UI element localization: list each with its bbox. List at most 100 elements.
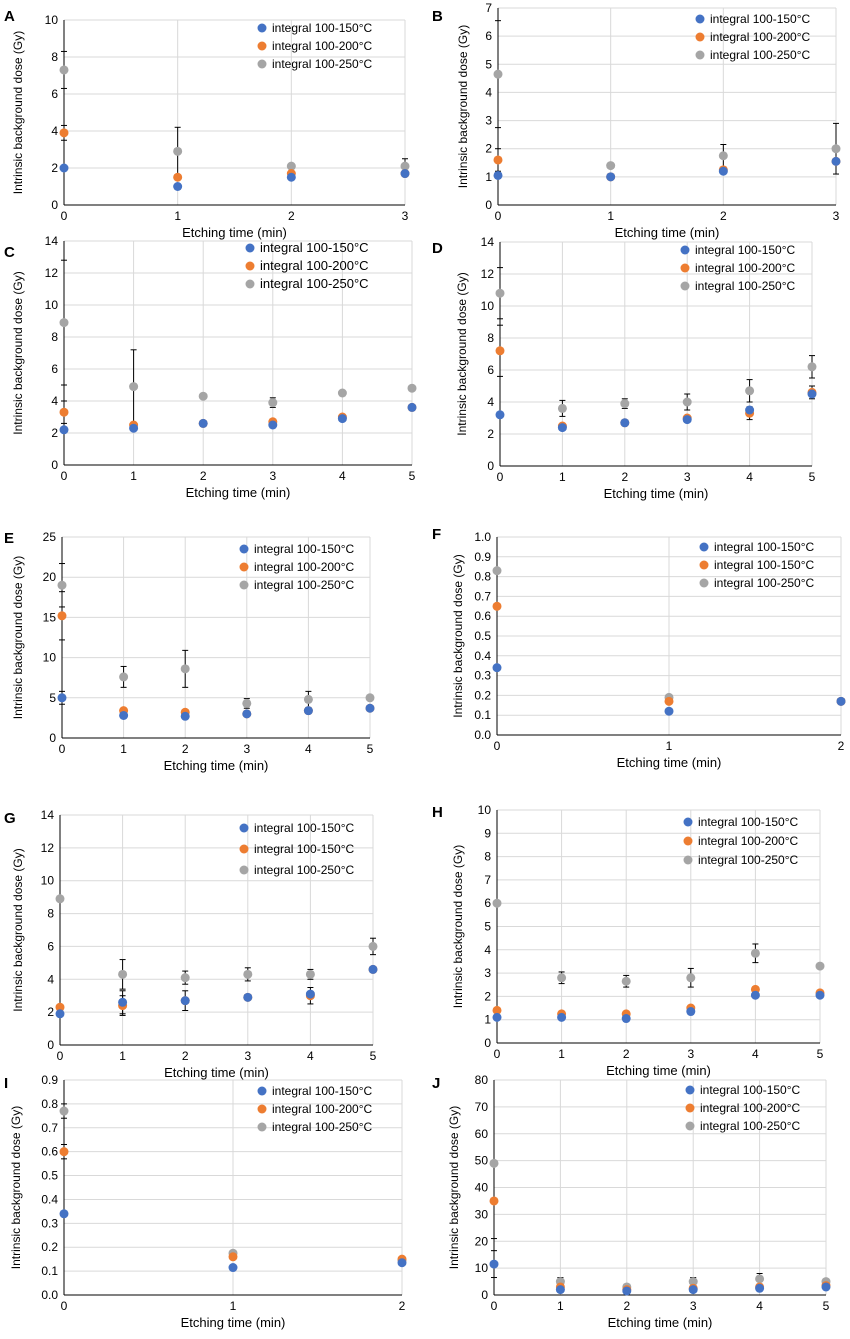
y-axis-title: Intrinsic background dose (Gy) — [11, 556, 25, 719]
panel-label: E — [4, 530, 14, 547]
y-tick-label: 0.7 — [41, 1121, 58, 1135]
data-point-series-3 — [129, 382, 139, 392]
data-point-series-3 — [750, 948, 760, 958]
y-tick-label: 0 — [487, 459, 494, 473]
x-tick-label: 2 — [182, 1049, 189, 1063]
data-point-series-1 — [59, 1209, 69, 1219]
data-point-series-1 — [55, 1009, 65, 1019]
y-axis-title: Intrinsic background dose (Gy) — [11, 848, 25, 1011]
data-point-series-1 — [397, 1258, 407, 1268]
y-axis-title: Intrinsic background dose (Gy) — [9, 1106, 23, 1269]
data-point-series-3 — [815, 961, 825, 971]
y-tick-label: 5 — [484, 920, 491, 934]
legend-marker — [239, 823, 249, 833]
y-tick-label: 0.3 — [41, 1216, 58, 1230]
x-tick-label: 5 — [809, 470, 816, 484]
data-point-series-1 — [688, 1285, 698, 1295]
data-point-series-3 — [242, 698, 252, 708]
data-point-series-1 — [365, 703, 375, 713]
y-tick-label: 7 — [484, 873, 491, 887]
data-point-series-1 — [305, 989, 315, 999]
data-point-series-3 — [495, 288, 505, 298]
x-tick-label: 0 — [495, 209, 502, 223]
y-tick-label: 0.5 — [41, 1169, 58, 1183]
legend-label: integral 100-150°C — [254, 821, 355, 835]
y-tick-label: 1 — [485, 170, 492, 184]
y-tick-label: 0 — [47, 1038, 54, 1052]
data-point-series-1 — [59, 163, 69, 173]
legend-label: integral 100-150°C — [695, 243, 796, 257]
data-point-series-1 — [286, 172, 296, 182]
x-tick-label: 3 — [687, 1047, 694, 1061]
legend-marker — [680, 263, 690, 273]
y-tick-label: 2 — [51, 161, 58, 175]
y-tick-label: 4 — [51, 394, 58, 408]
data-point-series-1 — [557, 1012, 567, 1022]
y-tick-label: 0.6 — [474, 609, 491, 623]
y-tick-label: 0 — [51, 458, 58, 472]
data-point-series-1 — [686, 1007, 696, 1017]
data-point-series-3 — [621, 976, 631, 986]
legend-marker — [245, 261, 255, 271]
legend-marker — [239, 580, 249, 590]
y-axis-title: Intrinsic background dose (Gy) — [11, 31, 25, 194]
y-tick-label: 0 — [484, 1036, 491, 1050]
panel-label: B — [432, 8, 443, 25]
data-point-series-1 — [129, 423, 139, 433]
data-point-series-3 — [557, 403, 567, 413]
data-point-series-1 — [745, 405, 755, 415]
x-tick-label: 5 — [409, 469, 416, 483]
y-axis-title: Intrinsic background dose (Gy) — [451, 845, 465, 1008]
y-tick-label: 1.0 — [474, 530, 491, 544]
data-point-series-1 — [606, 172, 616, 182]
legend-label: integral 100-250°C — [700, 1119, 801, 1133]
x-tick-label: 1 — [557, 1299, 564, 1313]
x-tick-label: 4 — [746, 470, 753, 484]
data-point-series-3 — [59, 1106, 69, 1116]
data-point-series-1 — [557, 423, 567, 433]
x-axis-title: Etching time (min) — [164, 758, 269, 773]
y-tick-label: 2 — [487, 427, 494, 441]
data-point-series-1 — [815, 990, 825, 1000]
y-tick-label: 10 — [45, 298, 59, 312]
x-tick-label: 0 — [61, 469, 68, 483]
data-point-series-3 — [620, 399, 630, 409]
x-tick-label: 0 — [497, 470, 504, 484]
x-tick-label: 2 — [288, 209, 295, 223]
x-axis-title: Etching time (min) — [617, 755, 722, 770]
x-tick-label: 1 — [666, 739, 673, 753]
legend-label: integral 100-250°C — [714, 576, 815, 590]
x-axis-title: Etching time (min) — [164, 1065, 269, 1080]
data-point-series-1 — [303, 706, 313, 716]
y-tick-label: 80 — [475, 1073, 489, 1087]
legend-label: integral 100-200°C — [695, 261, 796, 275]
x-axis-title: Etching time (min) — [181, 1315, 286, 1330]
y-tick-label: 2 — [485, 142, 492, 156]
data-point-series-3 — [807, 362, 817, 372]
y-tick-label: 25 — [43, 530, 57, 544]
legend-label: integral 100-200°C — [700, 1101, 801, 1115]
y-tick-label: 0.9 — [41, 1073, 58, 1087]
x-tick-label: 4 — [305, 742, 312, 756]
panel-label: G — [4, 810, 16, 827]
y-tick-label: 6 — [51, 87, 58, 101]
data-point-series-2 — [55, 1002, 65, 1012]
y-tick-label: 0.4 — [41, 1192, 58, 1206]
legend-marker — [683, 817, 693, 827]
legend-marker — [257, 1104, 267, 1114]
legend-marker — [257, 59, 267, 69]
data-point-series-3 — [686, 973, 696, 983]
data-point-series-3 — [745, 386, 755, 396]
y-tick-label: 0.0 — [41, 1288, 58, 1302]
y-axis-title: Intrinsic background dose (Gy) — [456, 25, 470, 188]
data-point-series-3 — [118, 969, 128, 979]
y-tick-label: 14 — [45, 234, 59, 248]
panel-label: A — [4, 8, 15, 25]
data-point-series-1 — [407, 402, 417, 412]
data-point-series-2 — [492, 601, 502, 611]
data-point-series-1 — [718, 166, 728, 176]
x-tick-label: 0 — [494, 1047, 501, 1061]
y-tick-label: 5 — [49, 691, 56, 705]
data-point-series-3 — [286, 161, 296, 171]
data-point-series-1 — [400, 169, 410, 179]
